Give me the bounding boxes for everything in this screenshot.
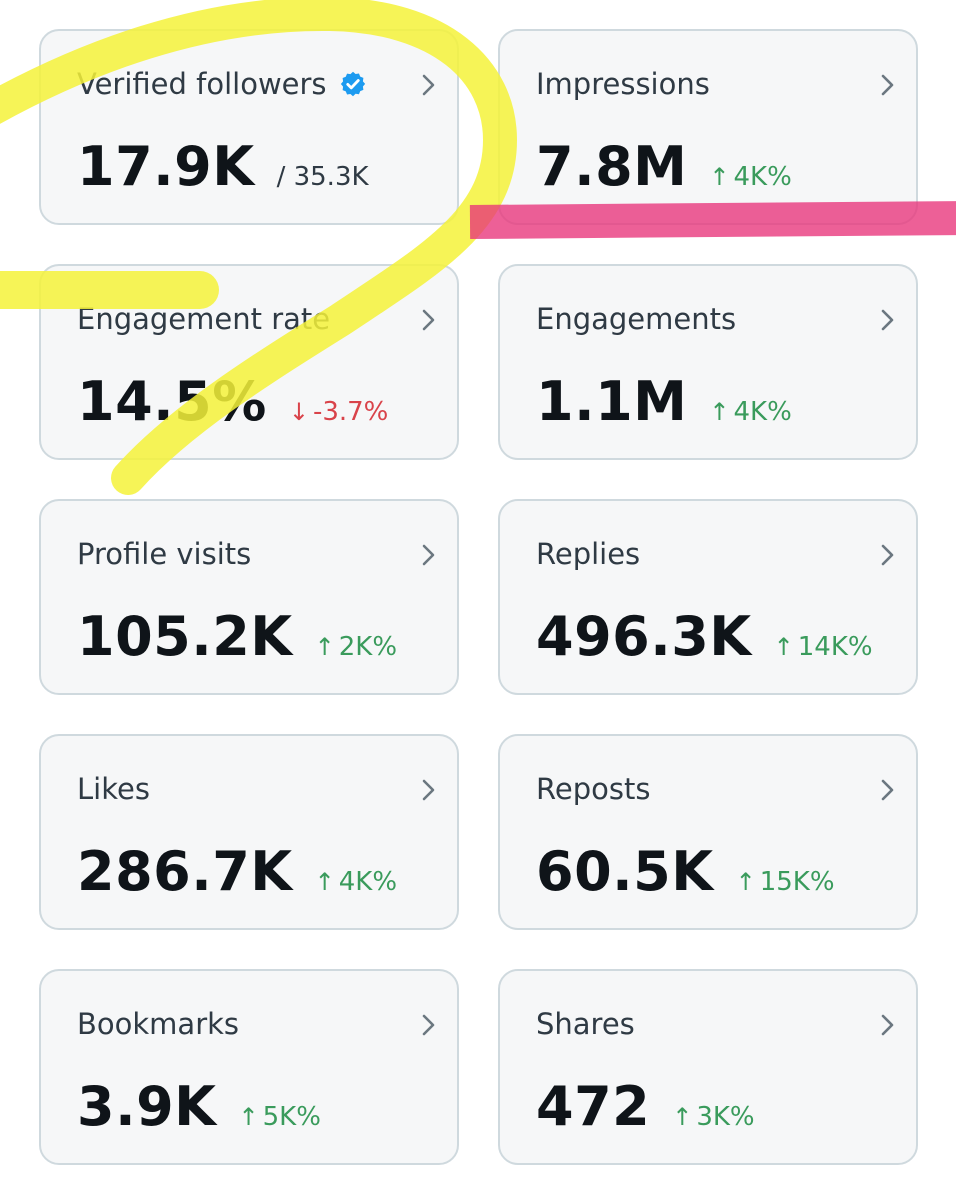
metric-delta: ↑ 15K% bbox=[736, 867, 835, 897]
chevron-right-icon bbox=[881, 1014, 894, 1036]
value-row: 472 ↑ 3K% bbox=[536, 1075, 755, 1138]
arrow-up-icon: ↑ bbox=[773, 633, 794, 661]
chevron-right-icon bbox=[422, 779, 435, 801]
card-title: Reposts bbox=[536, 772, 650, 806]
metric-card-likes[interactable]: Likes 286.7K ↑ 4K% bbox=[39, 734, 459, 930]
chevron-right-icon bbox=[422, 74, 435, 96]
metric-value: 3.9K bbox=[77, 1075, 217, 1138]
chevron-right-icon bbox=[422, 309, 435, 331]
metric-value: 14.5% bbox=[77, 370, 267, 433]
metric-value: 60.5K bbox=[536, 840, 714, 903]
metric-delta: ↑ 4K% bbox=[709, 397, 791, 427]
metric-delta: ↑ 5K% bbox=[239, 1102, 321, 1132]
card-title: Replies bbox=[536, 537, 640, 571]
metric-value: 472 bbox=[536, 1075, 651, 1138]
value-row: 17.9K / 35.3K bbox=[77, 135, 369, 198]
arrow-up-icon: ↑ bbox=[314, 868, 335, 896]
value-row: 60.5K ↑ 15K% bbox=[536, 840, 835, 903]
card-title-label: Impressions bbox=[536, 67, 710, 101]
metric-card-shares[interactable]: Shares 472 ↑ 3K% bbox=[498, 969, 918, 1165]
metric-delta: ↑ 14K% bbox=[774, 632, 873, 662]
metric-delta: ↓ -3.7% bbox=[289, 397, 389, 427]
value-row: 14.5% ↓ -3.7% bbox=[77, 370, 388, 433]
metric-card-profile-visits[interactable]: Profile visits 105.2K ↑ 2K% bbox=[39, 499, 459, 695]
card-title-label: Replies bbox=[536, 537, 641, 571]
metric-card-bookmarks[interactable]: Bookmarks 3.9K ↑ 5K% bbox=[39, 969, 459, 1165]
value-row: 3.9K ↑ 5K% bbox=[77, 1075, 321, 1138]
metrics-grid: Verified followers 17.9K / 35.3K Impress… bbox=[39, 29, 918, 1165]
metric-card-engagements[interactable]: Engagements 1.1M ↑ 4K% bbox=[498, 264, 918, 460]
metric-total: / 35.3K bbox=[276, 162, 369, 192]
metric-value: 105.2K bbox=[77, 605, 293, 668]
card-title-label: Shares bbox=[536, 1007, 635, 1041]
metric-delta: ↑ 4K% bbox=[315, 867, 397, 897]
card-title-label: Engagement rate bbox=[77, 302, 331, 336]
metric-card-verified-followers[interactable]: Verified followers 17.9K / 35.3K bbox=[39, 29, 459, 225]
card-title: Verified followers bbox=[77, 67, 367, 101]
value-row: 1.1M ↑ 4K% bbox=[536, 370, 792, 433]
metric-value: 1.1M bbox=[536, 370, 688, 433]
metric-delta: ↑ 3K% bbox=[672, 1102, 754, 1132]
metric-delta-value: 5K% bbox=[262, 1102, 321, 1132]
value-row: 7.8M ↑ 4K% bbox=[536, 135, 792, 198]
card-title-label: Reposts bbox=[536, 772, 651, 806]
card-title: Profile visits bbox=[77, 537, 251, 571]
arrow-up-icon: ↑ bbox=[709, 163, 730, 191]
value-row: 286.7K ↑ 4K% bbox=[77, 840, 397, 903]
arrow-down-icon: ↓ bbox=[288, 398, 309, 426]
arrow-up-icon: ↑ bbox=[735, 868, 756, 896]
chevron-right-icon bbox=[881, 309, 894, 331]
chevron-right-icon bbox=[881, 779, 894, 801]
metric-value: 17.9K bbox=[77, 135, 255, 198]
metric-delta: ↑ 4K% bbox=[709, 162, 791, 192]
metric-value: 7.8M bbox=[536, 135, 688, 198]
value-row: 105.2K ↑ 2K% bbox=[77, 605, 397, 668]
card-title: Impressions bbox=[536, 67, 710, 101]
card-title-label: Engagements bbox=[536, 302, 737, 336]
metric-delta: ↑ 2K% bbox=[315, 632, 397, 662]
card-title-label: Verified followers bbox=[77, 67, 327, 101]
card-title: Bookmarks bbox=[77, 1007, 239, 1041]
chevron-right-icon bbox=[881, 544, 894, 566]
arrow-up-icon: ↑ bbox=[314, 633, 335, 661]
metric-card-impressions[interactable]: Impressions 7.8M ↑ 4K% bbox=[498, 29, 918, 225]
metric-delta-value: 4K% bbox=[733, 397, 792, 427]
metric-card-engagement-rate[interactable]: Engagement rate 14.5% ↓ -3.7% bbox=[39, 264, 459, 460]
metric-value: 496.3K bbox=[536, 605, 752, 668]
metric-delta-value: 2K% bbox=[338, 632, 398, 662]
metric-card-replies[interactable]: Replies 496.3K ↑ 14K% bbox=[498, 499, 918, 695]
metric-card-reposts[interactable]: Reposts 60.5K ↑ 15K% bbox=[498, 734, 918, 930]
card-title: Likes bbox=[77, 772, 150, 806]
chevron-right-icon bbox=[881, 74, 894, 96]
metric-value: 286.7K bbox=[77, 840, 293, 903]
chevron-right-icon bbox=[422, 1014, 435, 1036]
card-title: Engagements bbox=[536, 302, 736, 336]
chevron-right-icon bbox=[422, 544, 435, 566]
value-row: 496.3K ↑ 14K% bbox=[536, 605, 873, 668]
card-title-label: Likes bbox=[77, 772, 150, 806]
verified-badge-icon bbox=[340, 71, 365, 97]
metric-delta-value: 14K% bbox=[797, 632, 873, 662]
card-title-label: Bookmarks bbox=[77, 1007, 240, 1041]
metric-delta-value: 15K% bbox=[759, 867, 835, 897]
arrow-up-icon: ↑ bbox=[709, 398, 730, 426]
metric-delta-value: -3.7% bbox=[312, 397, 389, 427]
metric-delta-value: 3K% bbox=[696, 1102, 755, 1132]
arrow-up-icon: ↑ bbox=[238, 1103, 259, 1131]
metric-delta-value: 4K% bbox=[733, 162, 792, 192]
card-title-label: Profile visits bbox=[77, 537, 252, 571]
arrow-up-icon: ↑ bbox=[672, 1103, 693, 1131]
card-title: Engagement rate bbox=[77, 302, 330, 336]
card-title: Shares bbox=[536, 1007, 635, 1041]
metric-delta-value: 4K% bbox=[338, 867, 398, 897]
